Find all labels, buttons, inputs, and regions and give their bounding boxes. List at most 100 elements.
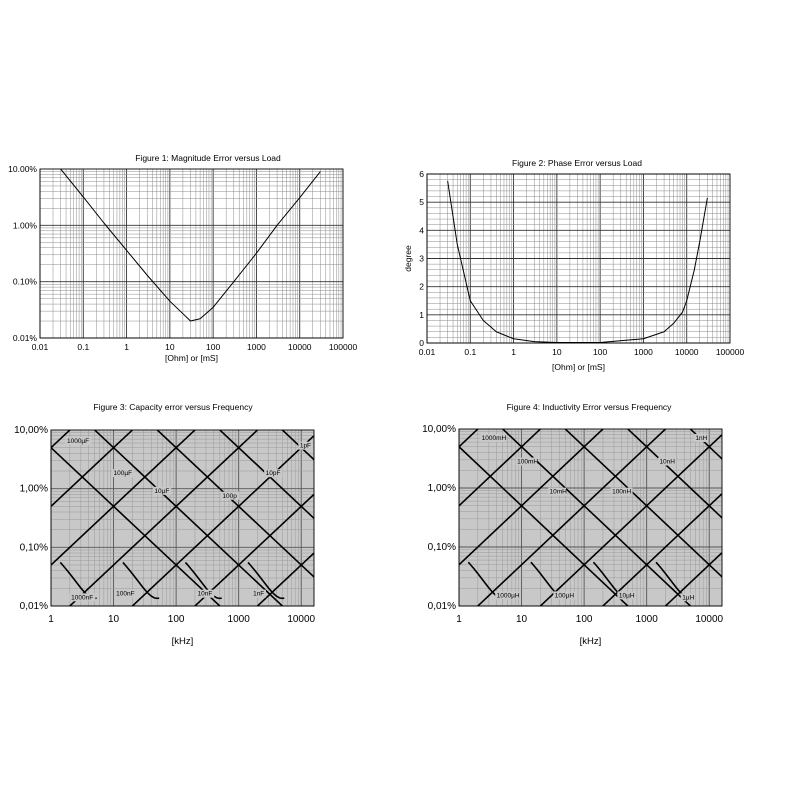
curve-label: 100nH bbox=[612, 489, 631, 496]
curve-label: 10µH bbox=[619, 592, 635, 599]
curve-label-bg bbox=[657, 457, 677, 466]
y-tick-label: 0.10% bbox=[13, 277, 38, 287]
rising-error-line bbox=[601, 493, 722, 606]
x-tick-label: 10 bbox=[108, 614, 120, 625]
curve-label-bg bbox=[693, 434, 709, 443]
rising-error-line bbox=[68, 430, 259, 606]
x-axis-label: [Ohm] or [mS] bbox=[165, 353, 218, 363]
curve-label-bg bbox=[112, 469, 135, 478]
curve-label-bg bbox=[553, 591, 576, 600]
curve-label-bg bbox=[152, 486, 172, 495]
x-tick-label: 10000 bbox=[288, 342, 312, 352]
curve-label-bg bbox=[196, 589, 215, 598]
curve-label: 1nF bbox=[253, 591, 264, 598]
curve-label: 10mH bbox=[550, 489, 568, 496]
curve-label-bg bbox=[480, 434, 506, 443]
curve-label-bg bbox=[298, 441, 313, 450]
rising-error-line bbox=[459, 429, 479, 448]
x-tick-label: 100 bbox=[576, 614, 593, 625]
curve-label: 1000µF bbox=[67, 438, 89, 445]
error-knee-curve bbox=[122, 561, 160, 600]
curve-label: 1000mH bbox=[482, 435, 507, 442]
falling-error-line bbox=[51, 447, 222, 606]
curve-label-bg bbox=[220, 491, 240, 500]
x-tick-label: 1000 bbox=[636, 614, 659, 625]
curve-label: 100nF bbox=[116, 591, 134, 598]
curve-label: 1000nF bbox=[71, 594, 93, 601]
y-tick-label: 3 bbox=[419, 254, 424, 264]
fig2-chart: Figure 2: Phase Error versus Load [Ohm] o… bbox=[403, 158, 744, 372]
x-tick-label: 0.1 bbox=[464, 347, 476, 357]
rising-error-line bbox=[51, 430, 197, 566]
grid bbox=[39, 169, 343, 339]
y-tick-label: 10,00% bbox=[422, 424, 456, 435]
plot-area bbox=[459, 429, 722, 606]
x-tick-label: 0.1 bbox=[77, 342, 89, 352]
x-axis-label: [Ohm] or [mS] bbox=[552, 362, 605, 372]
y-tick-label: 5 bbox=[419, 197, 424, 207]
y-tick-label: 4 bbox=[419, 225, 424, 235]
grid bbox=[50, 430, 314, 607]
y-tick-label: 0,01% bbox=[20, 601, 48, 612]
x-tick-label: 1000 bbox=[247, 342, 266, 352]
curve-label-bg bbox=[610, 487, 633, 496]
chart-title: Figure 2: Phase Error versus Load bbox=[512, 158, 642, 168]
y-tick-label: 1,00% bbox=[20, 484, 48, 495]
curve-label-bg bbox=[114, 589, 137, 598]
plot-area bbox=[40, 169, 343, 338]
x-tick-label: 1000 bbox=[228, 614, 251, 625]
curve-label: 10pF bbox=[266, 470, 281, 477]
x-tick-label: 10 bbox=[165, 342, 175, 352]
curve-label-bg bbox=[515, 457, 538, 466]
y-axis-label: degree bbox=[403, 245, 413, 272]
x-tick-label: 1 bbox=[511, 347, 516, 357]
curve-label: 100µF bbox=[114, 470, 133, 477]
rising-error-line bbox=[459, 429, 542, 507]
curve-label: 10nH bbox=[659, 459, 675, 466]
y-tick-label: 1 bbox=[419, 310, 424, 320]
curve-label: 1nH bbox=[695, 435, 707, 442]
x-tick-label: 100000 bbox=[716, 347, 745, 357]
error-knee-curve bbox=[247, 561, 285, 600]
x-tick-label: 100 bbox=[168, 614, 185, 625]
y-tick-label: 0,10% bbox=[20, 542, 48, 553]
x-tick-label: 10 bbox=[552, 347, 562, 357]
series-line bbox=[60, 169, 321, 322]
chart-title: Figure 4: Inductivity Error versus Frequ… bbox=[507, 402, 673, 412]
plot-area bbox=[51, 430, 314, 606]
curve-label: 100p bbox=[222, 493, 237, 500]
error-knee-curve bbox=[184, 561, 222, 600]
curve-label-bg bbox=[548, 487, 567, 496]
series-group bbox=[447, 180, 708, 343]
x-tick-label: 10 bbox=[516, 614, 528, 625]
x-tick-label: 100 bbox=[206, 342, 220, 352]
rising-error-line bbox=[664, 552, 722, 606]
x-axis-label: [kHz] bbox=[172, 636, 194, 647]
fig1-chart: Figure 1: Magnitude Error versus Load [Oh… bbox=[8, 153, 357, 363]
x-tick-label: 0.01 bbox=[419, 347, 436, 357]
y-tick-label: 2 bbox=[419, 282, 424, 292]
curve-label: 1000µH bbox=[497, 592, 520, 599]
x-tick-label: 1 bbox=[48, 614, 54, 625]
curve-labels: 1000µF 100µF 10µF 100p 10pF 1pF 1000nF 100nF 10n… bbox=[65, 437, 313, 602]
x-tick-label: 100000 bbox=[329, 342, 358, 352]
rising-error-line bbox=[476, 429, 667, 606]
chart-title: Figure 3: Capacity error versus Frequenc… bbox=[93, 402, 253, 412]
plot-frame bbox=[39, 168, 344, 339]
x-tick-label: 10000 bbox=[675, 347, 699, 357]
y-tick-label: 10.00% bbox=[8, 164, 37, 174]
curve-label-bg bbox=[65, 437, 92, 446]
curve-label: 10µF bbox=[154, 488, 169, 495]
curve-label-bg bbox=[264, 469, 283, 478]
curve-label-bg bbox=[617, 591, 636, 600]
x-tick-label: 10000 bbox=[695, 614, 723, 625]
curve-label-bg bbox=[251, 589, 266, 598]
curve-label-bg bbox=[680, 593, 696, 602]
chart-title: Figure 1: Magnitude Error versus Load bbox=[135, 153, 281, 163]
rising-error-line bbox=[193, 494, 314, 606]
falling-error-line bbox=[459, 446, 630, 606]
curve-label-bg bbox=[495, 591, 521, 600]
rising-error-line bbox=[459, 429, 605, 566]
fig4-chart: Figure 4: Inductivity Error versus Frequ… bbox=[422, 402, 723, 647]
